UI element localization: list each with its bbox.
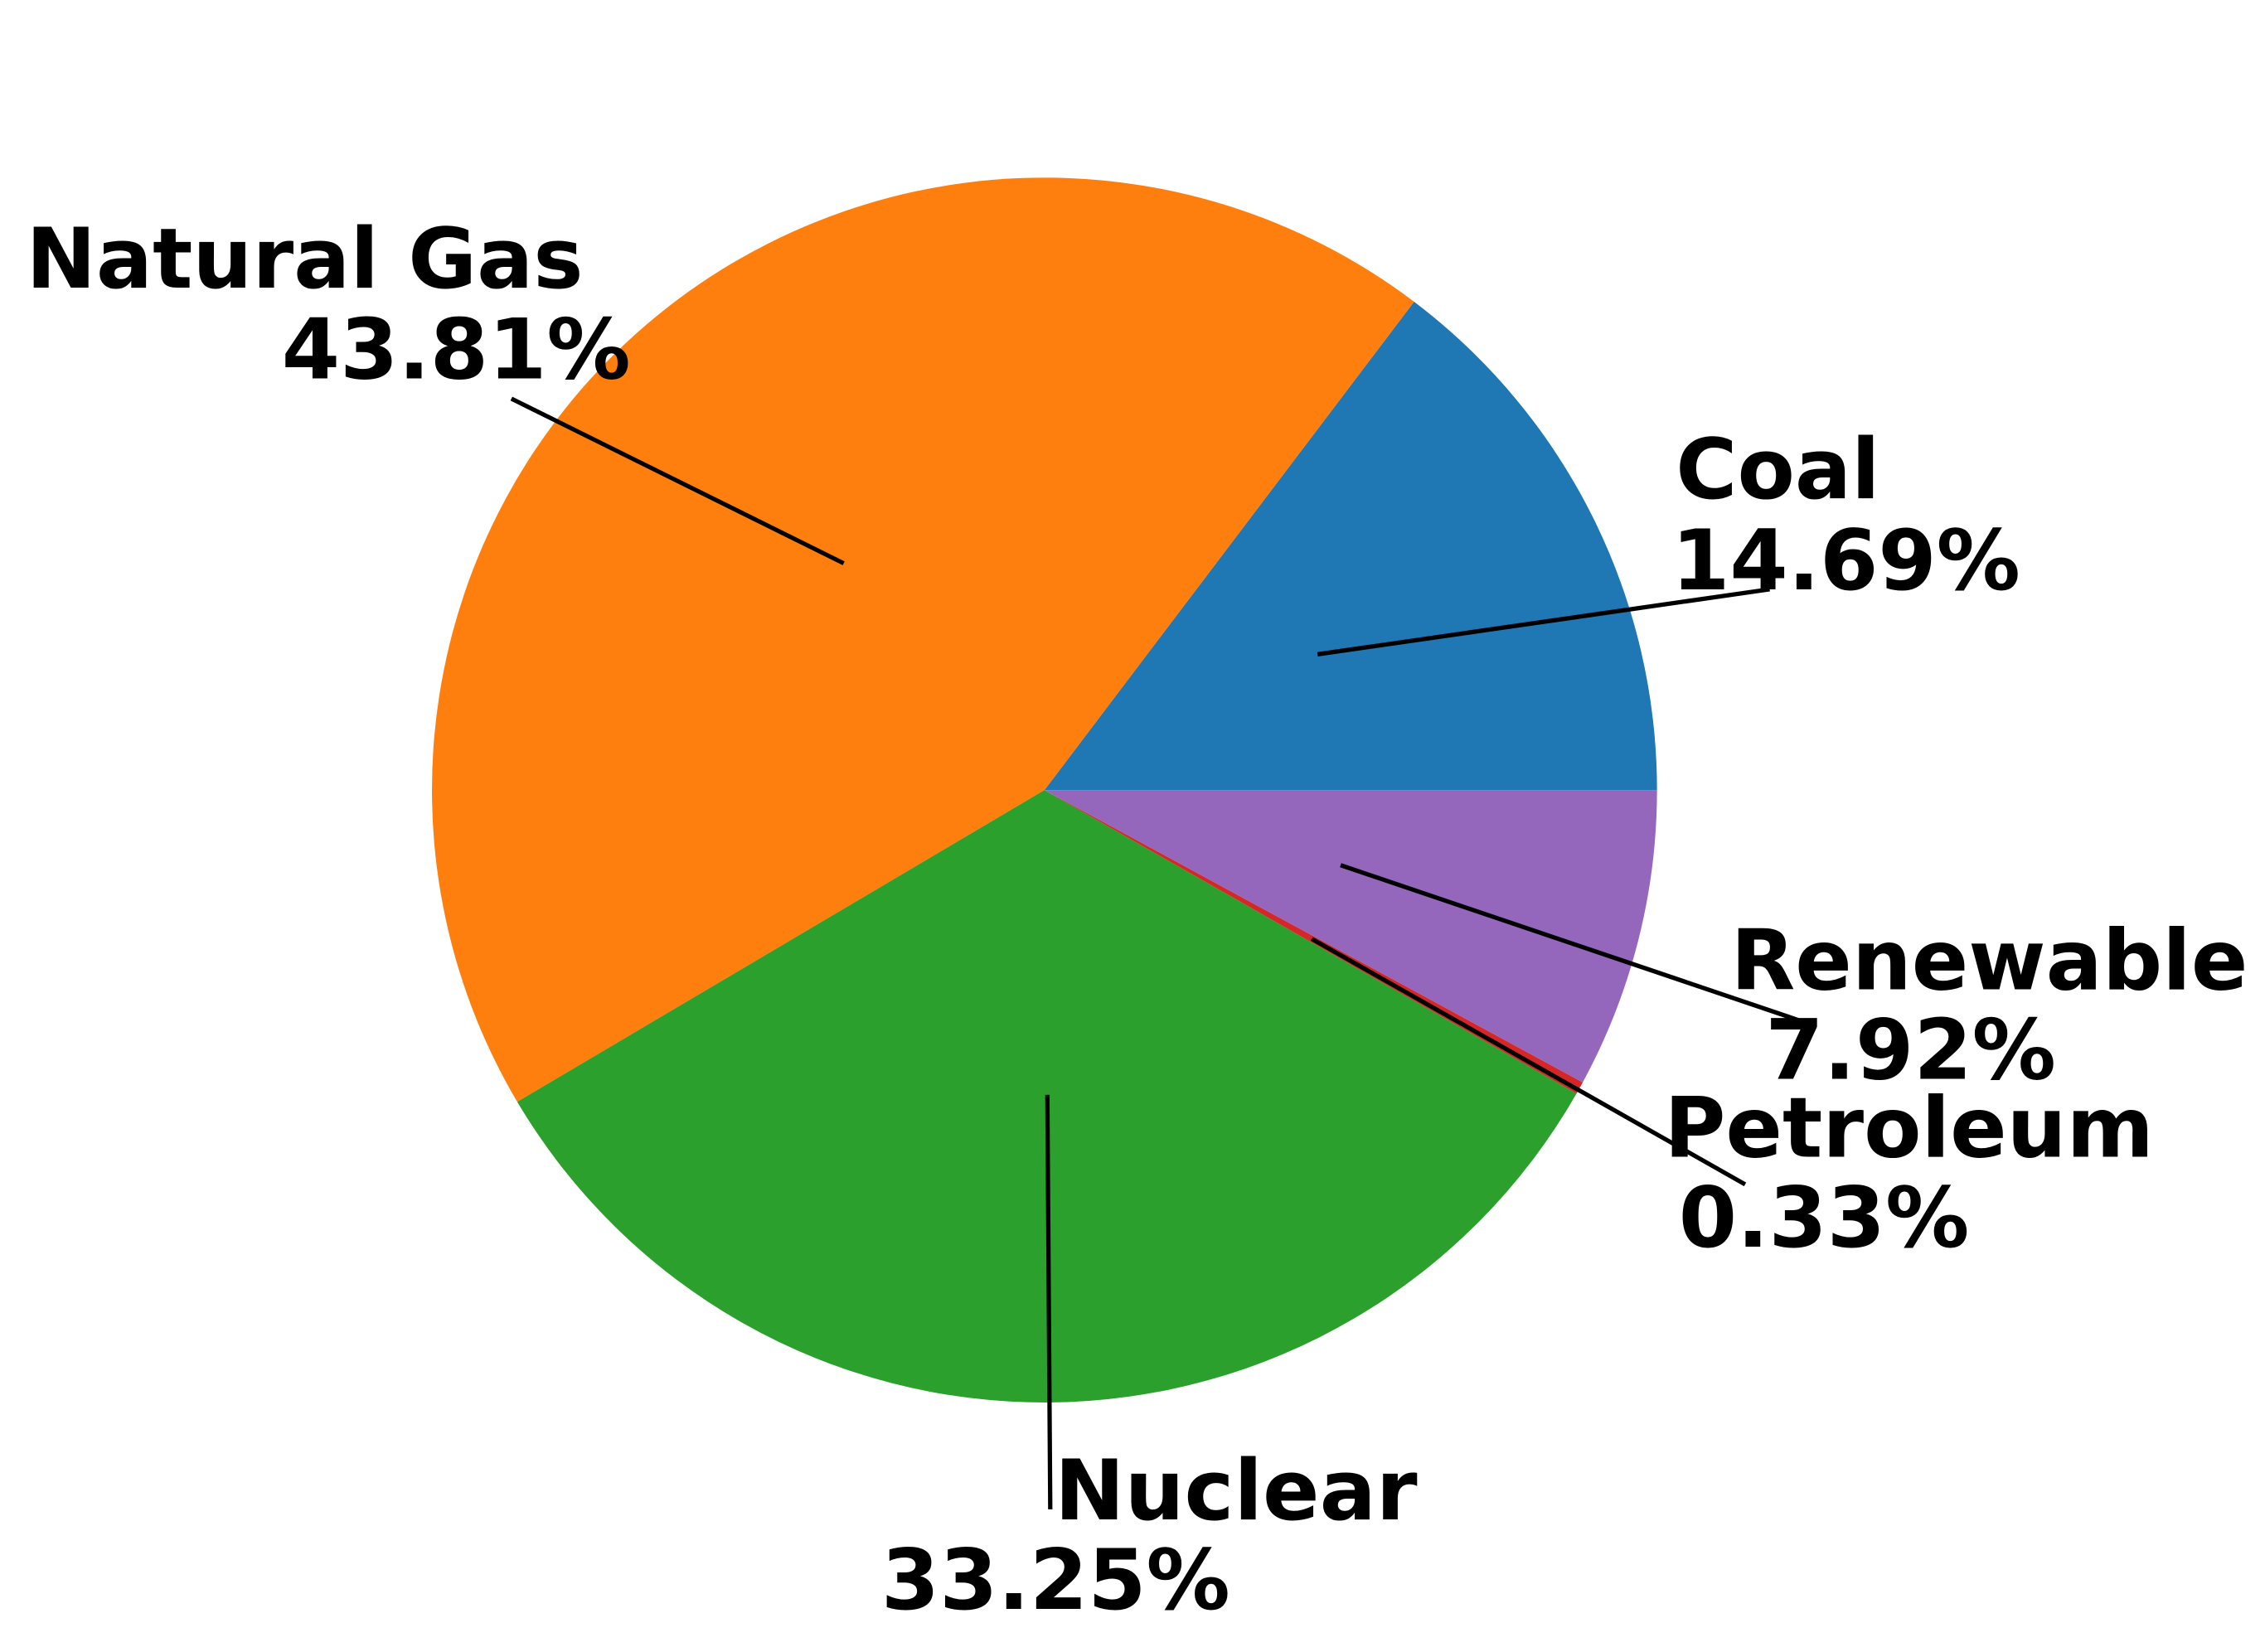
slice-label: Petroleum <box>1664 1079 2154 1177</box>
leader-line <box>1340 863 1807 1025</box>
slice-label: Natural Gas <box>26 210 583 308</box>
pie-slice <box>432 177 1414 1102</box>
value-label: 0.33% <box>1679 1169 1970 1267</box>
slice-label: Renewable <box>1731 912 2248 1010</box>
slice-label: Coal <box>1676 420 1879 518</box>
value-label: 7.92% <box>1765 1001 2056 1099</box>
pie-slice <box>1044 302 1657 791</box>
value-label: 33.25% <box>881 1531 1230 1629</box>
value-label: 43.81% <box>282 301 631 399</box>
pie-slice <box>1044 790 1657 1083</box>
slice-label: Nuclear <box>1055 1441 1418 1539</box>
leader-line <box>1045 1094 1053 1509</box>
leader-line <box>1310 937 1747 1187</box>
leader-line <box>1317 587 1770 656</box>
value-label: 14.69% <box>1671 511 2020 609</box>
leader-line <box>510 396 845 565</box>
